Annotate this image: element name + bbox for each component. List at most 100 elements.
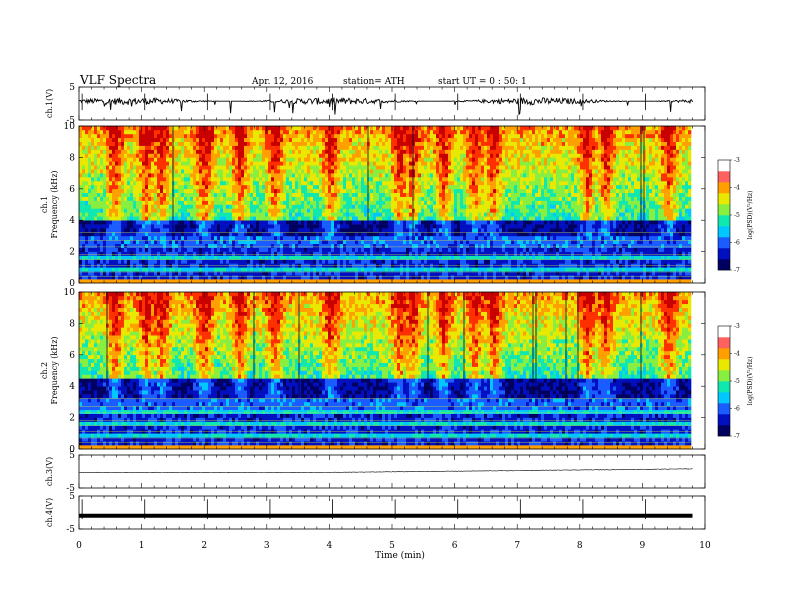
spectrogram-cell: [349, 185, 352, 189]
spectrogram-cell: [379, 236, 382, 240]
spectrogram-cell: [319, 248, 322, 252]
spectrogram-cell: [229, 150, 232, 154]
spectrogram-cell: [400, 256, 403, 260]
spectrogram-cell: [334, 252, 337, 256]
spectrogram-cell: [337, 134, 340, 138]
spectrogram-cell: [178, 197, 181, 201]
spectrogram-cell: [214, 244, 217, 248]
spectrogram-cell: [229, 267, 232, 271]
spectrogram-cell: [289, 193, 292, 197]
spectrogram-cell: [106, 267, 109, 271]
spectrogram-cell: [292, 212, 295, 216]
spectrogram-cell: [385, 177, 388, 181]
spectrogram-cell: [202, 275, 205, 279]
spectrogram-cell: [394, 256, 397, 260]
spectrogram-cell: [403, 153, 406, 157]
spectrogram-cell: [139, 157, 142, 161]
spectrogram-cell: [88, 220, 91, 224]
spectrogram-cell: [391, 236, 394, 240]
spectrogram-cell: [187, 259, 190, 263]
spectrogram-cell: [121, 256, 124, 260]
spectrogram-cell: [220, 236, 223, 240]
spectrogram-cell: [379, 157, 382, 161]
spectrogram-cell: [430, 177, 433, 181]
spectrogram-cell: [283, 252, 286, 256]
spectrogram-cell: [202, 252, 205, 256]
spectrogram-cell: [328, 216, 331, 220]
spectrogram-cell: [253, 150, 256, 154]
spectrogram-cell: [220, 189, 223, 193]
spectrogram-cell: [367, 236, 370, 240]
spectrogram-cell: [94, 193, 97, 197]
spectrogram-cell: [100, 224, 103, 228]
spectrogram-cell: [400, 275, 403, 279]
spectrogram-cell: [391, 146, 394, 150]
spectrogram-cell: [427, 244, 430, 248]
spectrogram-cell: [214, 205, 217, 209]
spectrogram-cell: [349, 259, 352, 263]
spectrogram-cell: [361, 208, 364, 212]
spectrogram-cell: [292, 134, 295, 138]
spectrogram-cell: [142, 153, 145, 157]
spectrogram-cell: [418, 224, 421, 228]
spectrogram-cell: [82, 236, 85, 240]
spectrogram-cell: [151, 197, 154, 201]
spectrogram-cell: [364, 185, 367, 189]
spectrogram-cell: [433, 138, 436, 142]
spectrogram-cell: [442, 236, 445, 240]
spectrogram-cell: [181, 185, 184, 189]
spectrogram-cell: [232, 224, 235, 228]
spectrogram-cell: [298, 185, 301, 189]
spectrogram-cell: [307, 252, 310, 256]
spectrogram-cell: [406, 157, 409, 161]
spectrogram-cell: [304, 134, 307, 138]
spectrogram-cell: [199, 134, 202, 138]
spectrogram-cell: [292, 275, 295, 279]
spectrogram-cell: [91, 220, 94, 224]
spectrogram-cell: [175, 275, 178, 279]
spectrogram-cell: [331, 220, 334, 224]
spectrogram-cell: [346, 244, 349, 248]
spectrogram-cell: [280, 252, 283, 256]
spectrogram-cell: [148, 216, 151, 220]
spectrogram-cell: [124, 259, 127, 263]
spectrogram-cell: [175, 189, 178, 193]
spectrogram-cell: [244, 153, 247, 157]
spectrogram-cell: [340, 267, 343, 271]
spectrogram-cell: [139, 138, 142, 142]
spectrogram-cell: [85, 212, 88, 216]
spectrogram-cell: [292, 146, 295, 150]
spectrogram-cell: [226, 220, 229, 224]
spectrogram-cell: [268, 220, 271, 224]
spectrogram-cell: [319, 146, 322, 150]
spectrogram-cell: [91, 193, 94, 197]
spectrogram-cell: [196, 208, 199, 212]
spectrogram-cell: [322, 185, 325, 189]
spectrogram-cell: [244, 185, 247, 189]
spectrogram-cell: [223, 185, 226, 189]
spectrogram-cell: [346, 169, 349, 173]
spectrogram-cell: [283, 126, 286, 130]
spectrogram-cell: [373, 173, 376, 177]
spectrogram-cell: [136, 275, 139, 279]
spectrogram-cell: [214, 224, 217, 228]
spectrogram-cell: [424, 169, 427, 173]
spectrogram-cell: [217, 224, 220, 228]
spectrogram-cell: [292, 150, 295, 154]
spectrogram-cell: [235, 146, 238, 150]
spectrogram-cell: [145, 193, 148, 197]
spectrogram-cell: [424, 244, 427, 248]
spectrogram-cell: [241, 197, 244, 201]
spectrogram-cell: [322, 177, 325, 181]
spectrogram-cell: [361, 212, 364, 216]
spectrogram-cell: [109, 181, 112, 185]
spectrogram-cell: [142, 205, 145, 209]
spectrogram-cell: [193, 208, 196, 212]
spectrogram-cell: [85, 146, 88, 150]
spectrogram-cell: [130, 173, 133, 177]
spectrogram-cell: [331, 244, 334, 248]
spectrogram-cell: [325, 181, 328, 185]
spectrogram-cell: [352, 146, 355, 150]
spectrogram-cell: [133, 157, 136, 161]
spectrogram-cell: [199, 208, 202, 212]
